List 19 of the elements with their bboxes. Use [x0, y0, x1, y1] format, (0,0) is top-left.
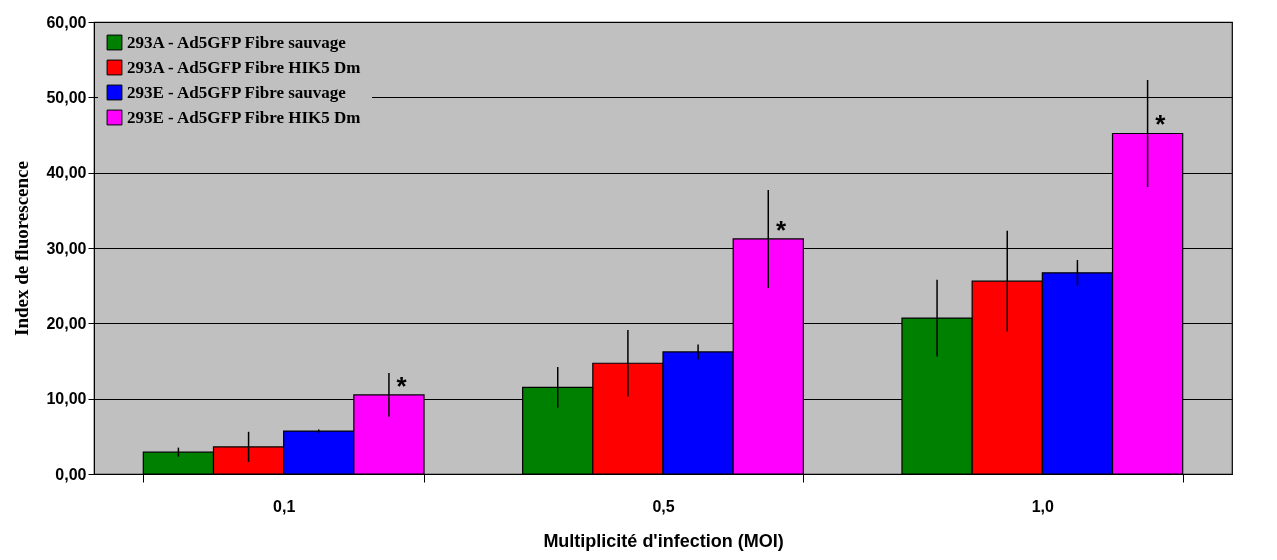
legend-label: 293A - Ad5GFP Fibre sauvage: [127, 32, 347, 52]
legend-label: 293E - Ad5GFP Fibre sauvage: [127, 82, 347, 102]
y-tick-label: 0,00: [55, 465, 87, 483]
legend-label: 293A - Ad5GFP Fibre HIK5 Dm: [127, 57, 361, 77]
y-tick-label: 20,00: [46, 314, 87, 332]
y-tick-label: 50,00: [46, 88, 87, 106]
annotation: *: [775, 214, 787, 245]
x-tick-label: 1,0: [1031, 497, 1055, 515]
y-axis-title: Index de fluorescence: [11, 161, 33, 336]
y-tick-label: 10,00: [46, 390, 87, 408]
y-tick-label: 60,00: [46, 13, 87, 31]
annotation: *: [1155, 109, 1167, 140]
x-axis-title: Multiplicité d'infection (MOI): [543, 530, 784, 551]
annotation: *: [396, 370, 408, 401]
y-tick-label: 40,00: [46, 164, 87, 182]
y-tick-label: 30,00: [46, 239, 87, 257]
x-tick-label: 0,1: [273, 497, 296, 515]
legend-label: 293E - Ad5GFP Fibre HIK5 Dm: [127, 107, 361, 127]
x-tick-label: 0,5: [652, 497, 675, 515]
